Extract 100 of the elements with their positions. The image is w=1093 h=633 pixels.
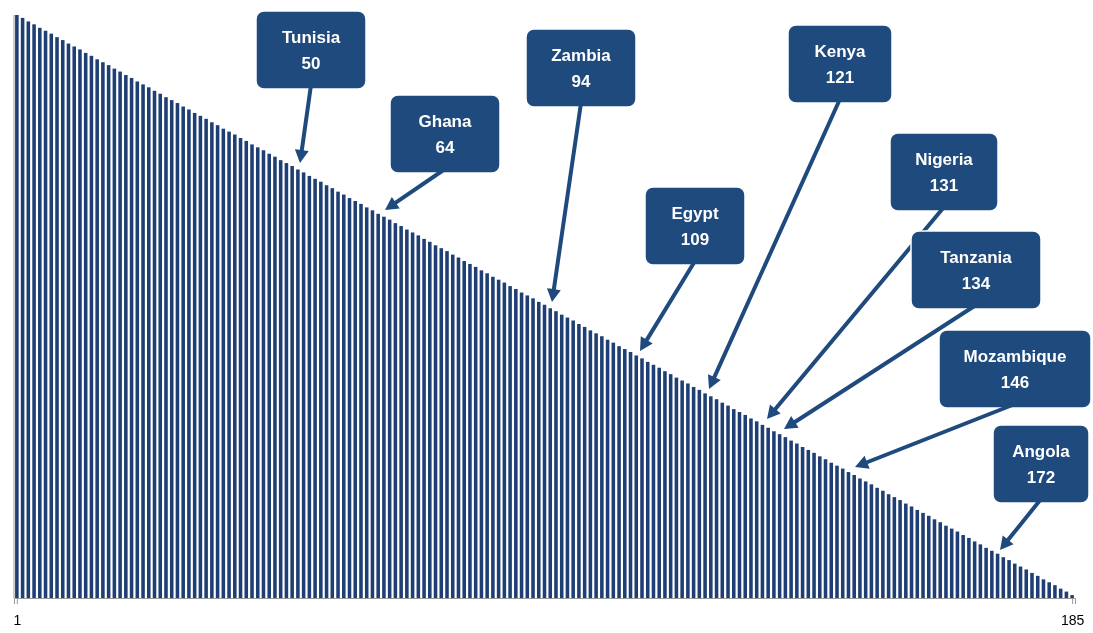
bar	[812, 452, 816, 598]
bar	[78, 49, 82, 598]
bar	[250, 144, 254, 598]
bar	[961, 535, 965, 598]
callout: Tunisia 50	[255, 10, 367, 90]
bar	[594, 333, 598, 598]
bar	[1030, 572, 1034, 598]
bar	[450, 254, 455, 598]
bar	[422, 238, 426, 598]
bar	[227, 131, 231, 598]
bar	[881, 490, 885, 598]
bar	[376, 213, 380, 598]
bar	[439, 248, 444, 598]
bar	[944, 525, 948, 598]
bar	[428, 241, 432, 598]
bar	[233, 134, 237, 598]
bar	[55, 37, 59, 598]
bar	[1053, 585, 1057, 598]
bar	[118, 71, 122, 598]
x-tick-label: 185	[1060, 612, 1085, 629]
bar	[508, 286, 512, 598]
callout: Ghana 64	[389, 94, 501, 174]
bar	[353, 200, 358, 598]
callout: Egypt 109	[644, 186, 746, 266]
bar	[1070, 595, 1074, 598]
bar	[686, 383, 690, 598]
bar	[405, 229, 409, 598]
bar	[296, 169, 300, 598]
bar	[445, 251, 449, 598]
bar	[680, 380, 684, 598]
bar	[835, 465, 839, 598]
bar	[313, 178, 317, 598]
bar	[187, 109, 191, 598]
bar	[319, 181, 323, 598]
bar	[1007, 560, 1011, 598]
bar	[95, 59, 99, 598]
bar	[600, 336, 604, 598]
bar	[898, 500, 902, 598]
bar	[485, 273, 489, 598]
annotation: Zambia 94	[551, 46, 612, 91]
bar	[158, 93, 163, 598]
bar	[743, 414, 748, 598]
bar	[15, 15, 19, 598]
bar	[255, 147, 260, 598]
bar	[789, 440, 793, 598]
bar	[967, 537, 971, 598]
annotation: Egypt 109	[671, 204, 719, 249]
bar	[399, 226, 403, 598]
bar	[772, 431, 776, 598]
bar	[164, 97, 168, 598]
bar	[147, 87, 151, 598]
bar	[904, 503, 908, 598]
bar	[709, 396, 713, 598]
bar	[531, 298, 535, 598]
bar	[852, 474, 856, 598]
bar	[554, 311, 558, 598]
bar	[858, 478, 862, 598]
bar	[829, 462, 834, 598]
annotation: Kenya 121	[814, 42, 867, 87]
bar	[875, 487, 879, 598]
annotation: Angola 172	[1012, 442, 1071, 487]
bar	[32, 24, 36, 598]
bar	[726, 405, 730, 598]
bar	[921, 512, 925, 598]
bar	[640, 358, 644, 598]
callout: Mozambique 146	[938, 329, 1092, 409]
bar	[571, 320, 575, 598]
bar	[267, 153, 271, 598]
callout: Zambia 94	[525, 28, 637, 108]
bar	[204, 118, 208, 598]
bar	[577, 323, 581, 598]
bar	[141, 84, 145, 598]
annotation: Mozambique 146	[963, 347, 1067, 392]
bar	[514, 289, 518, 598]
bar	[468, 263, 472, 598]
callout: Angola 172	[992, 424, 1090, 504]
bar	[731, 409, 736, 598]
bar	[645, 361, 650, 598]
bar	[663, 371, 667, 598]
callout: Tanzania 134	[910, 230, 1042, 310]
annotation: Ghana 64	[418, 112, 472, 157]
bar	[382, 216, 386, 598]
bar	[703, 393, 707, 598]
bar	[990, 550, 994, 598]
annotation: Nigeria 131	[915, 150, 974, 195]
bar	[210, 122, 214, 598]
bar	[766, 427, 770, 598]
bar	[840, 468, 845, 598]
bar	[336, 191, 340, 598]
bar	[617, 346, 621, 598]
bar	[795, 443, 799, 598]
annotation: Tanzania 134	[940, 248, 1013, 293]
bar	[634, 355, 639, 598]
bar	[124, 75, 128, 598]
bar	[72, 46, 76, 598]
bar	[60, 40, 65, 598]
bar	[984, 547, 988, 598]
callout: Kenya 121	[787, 24, 893, 104]
bar	[181, 106, 185, 598]
callout: Nigeria 131	[889, 132, 999, 212]
